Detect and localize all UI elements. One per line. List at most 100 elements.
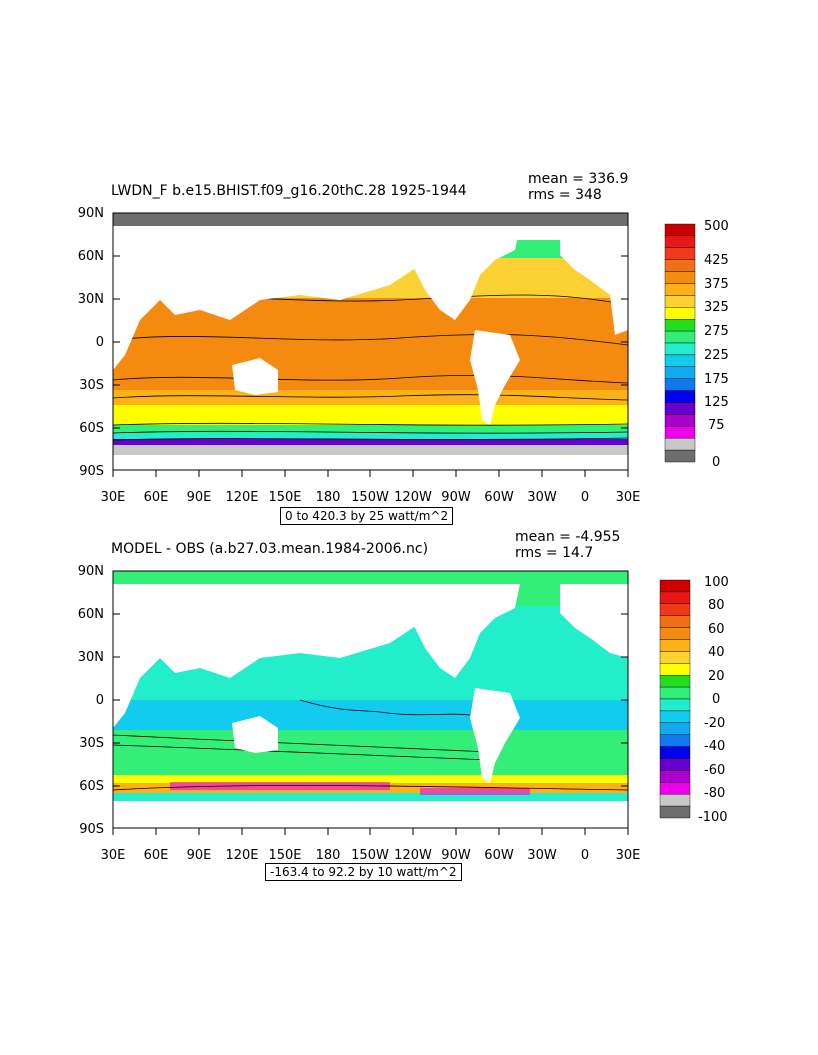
p2-lon-30w: 30W xyxy=(527,848,557,863)
colorbar-swatch xyxy=(664,342,696,356)
p2-lon-120w: 120W xyxy=(394,848,432,863)
p2-lon-60e: 60E xyxy=(143,848,169,863)
colorbar-swatch xyxy=(664,449,696,463)
panel2-mean: mean = -4.955 xyxy=(515,529,621,545)
colorbar-swatch xyxy=(659,770,691,783)
panel2-info-box: -163.4 to 92.2 by 10 watt/m^2 xyxy=(265,863,462,881)
panel1-rms: rms = 348 xyxy=(528,187,602,203)
p2-lon-30e: 30E xyxy=(100,848,126,863)
colorbar-swatch xyxy=(659,639,691,652)
p2-cb-label: -20 xyxy=(704,716,726,731)
colorbar-swatch xyxy=(659,794,691,807)
colorbar-swatch xyxy=(659,698,691,712)
colorbar-swatch xyxy=(659,734,691,747)
panel2-map xyxy=(112,570,629,835)
p1-cb-label: 325 xyxy=(704,300,729,315)
colorbar-swatch xyxy=(659,686,691,700)
p1-lat-90s: 90S xyxy=(79,464,104,479)
panel1-colorbar xyxy=(664,223,696,463)
p1-cb-label: 425 xyxy=(704,253,729,268)
panel1-info-box: 0 to 420.3 by 25 watt/m^2 xyxy=(280,507,454,525)
panel1-mean: mean = 336.9 xyxy=(528,171,629,187)
p2-lon-30e-right: 30E xyxy=(615,848,641,863)
p2-lon-120e: 120E xyxy=(225,848,259,863)
p1-lon-120w: 120W xyxy=(394,490,432,505)
p1-lon-30w: 30W xyxy=(527,490,557,505)
p1-cb-label: 275 xyxy=(704,324,729,339)
colorbar-swatch xyxy=(664,223,696,237)
p1-lon-90w: 90W xyxy=(441,490,471,505)
colorbar-swatch xyxy=(664,330,696,344)
p1-cb-label: 500 xyxy=(704,219,729,234)
p2-lon-90w: 90W xyxy=(441,848,471,863)
panel1-title: LWDN_F b.e15.BHIST.f09_g16.20thC.28 1925… xyxy=(111,183,467,199)
p1-lon-180: 180 xyxy=(315,490,341,505)
p1-lon-60e: 60E xyxy=(143,490,169,505)
colorbar-swatch xyxy=(664,295,696,308)
p2-cb-label: -80 xyxy=(704,786,726,801)
colorbar-swatch xyxy=(659,782,691,795)
colorbar-swatch xyxy=(664,283,696,296)
colorbar-swatch xyxy=(664,378,696,391)
panel2-rms: rms = 14.7 xyxy=(515,545,594,561)
colorbar-swatch xyxy=(659,758,691,771)
colorbar-swatch xyxy=(664,307,696,320)
panel2-title: MODEL - OBS (a.b27.03.mean.1984-2006.nc) xyxy=(111,541,429,557)
p1-lon-150w: 150W xyxy=(351,490,389,505)
colorbar-swatch xyxy=(664,414,696,427)
colorbar-swatch xyxy=(659,591,691,605)
p1-lon-30e-right: 30E xyxy=(615,490,641,505)
colorbar-swatch xyxy=(659,710,691,724)
p2-cb-label: -60 xyxy=(704,763,726,778)
panel2-colorbar xyxy=(659,579,691,819)
p2-lon-150w: 150W xyxy=(351,848,389,863)
p2-cb-label: 20 xyxy=(708,669,725,684)
p2-cb-label: 80 xyxy=(708,598,725,613)
colorbar-swatch xyxy=(659,651,691,664)
p2-lon-90e: 90E xyxy=(186,848,212,863)
colorbar-swatch xyxy=(664,390,696,403)
p2-lon-0: 0 xyxy=(580,848,590,863)
p2-lon-180: 180 xyxy=(315,848,341,863)
colorbar-swatch xyxy=(659,675,691,688)
colorbar-swatch xyxy=(659,722,691,735)
p2-cb-label: 60 xyxy=(708,622,725,637)
p2-lat-60n: 60N xyxy=(77,607,104,622)
colorbar-swatch xyxy=(659,663,691,676)
p2-lat-30s: 30S xyxy=(79,736,104,751)
panel1-map xyxy=(112,212,629,477)
p2-cb-label: -40 xyxy=(704,739,726,754)
p1-lat-30s: 30S xyxy=(79,378,104,393)
p1-lat-0: 0 xyxy=(95,335,104,350)
p2-lon-150e: 150E xyxy=(268,848,302,863)
colorbar-swatch xyxy=(664,235,696,248)
p1-lon-90e: 90E xyxy=(186,490,212,505)
colorbar-swatch xyxy=(659,579,691,593)
p2-lat-0: 0 xyxy=(95,693,104,708)
p1-lon-150e: 150E xyxy=(268,490,302,505)
p1-cb-label: 375 xyxy=(704,277,729,292)
arctic-ice xyxy=(113,213,628,226)
p2-cb-label: -100 xyxy=(698,810,728,825)
colorbar-swatch xyxy=(664,247,696,260)
p1-lat-60s: 60S xyxy=(79,421,104,436)
colorbar-swatch xyxy=(664,402,696,415)
colorbar-swatch xyxy=(659,615,691,628)
p2-lon-60w: 60W xyxy=(484,848,514,863)
p2-cb-label: 40 xyxy=(708,645,725,660)
p1-cb-label: 125 xyxy=(704,395,729,410)
colorbar-swatch xyxy=(659,627,691,640)
colorbar-swatch xyxy=(659,805,691,819)
p2-lat-90s: 90S xyxy=(79,822,104,837)
p1-lon-30e: 30E xyxy=(100,490,126,505)
p1-cb-label: 225 xyxy=(704,348,729,363)
p1-lat-90n: 90N xyxy=(77,206,104,221)
colorbar-swatch xyxy=(664,354,696,367)
colorbar-swatch xyxy=(659,746,691,759)
p1-lon-0: 0 xyxy=(580,490,590,505)
colorbar-swatch xyxy=(664,271,696,284)
p2-cb-label: 100 xyxy=(704,575,729,590)
p2-lat-30n: 30N xyxy=(77,650,104,665)
p2-cb-label: 0 xyxy=(712,692,721,707)
